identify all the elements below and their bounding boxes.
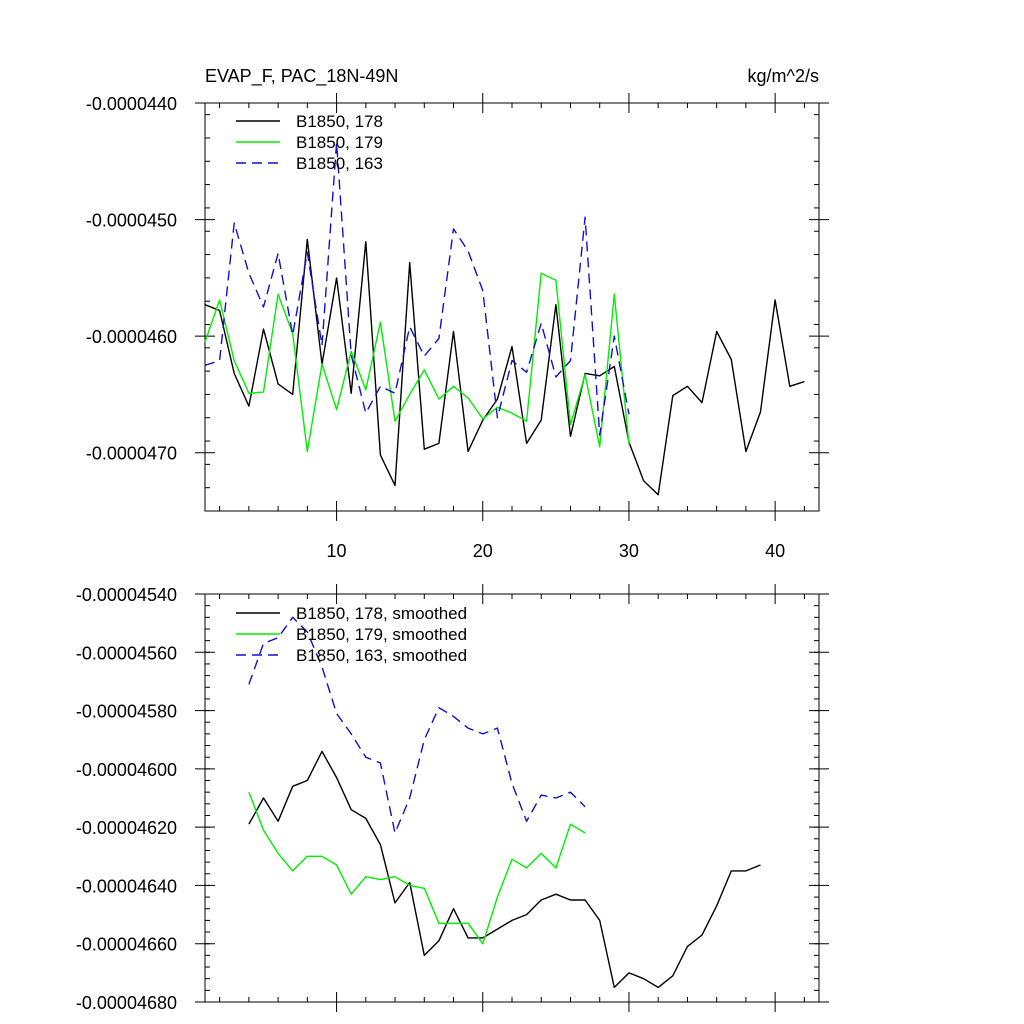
top-legend-label-163: B1850, 163 [296, 154, 383, 173]
top-series-line-179 [204, 272, 630, 453]
bottom-series-line-179 [248, 791, 586, 945]
bottom-y-tick-label: -0.00004660 [76, 935, 177, 955]
bottom-legend-label-178: B1850, 178, smoothed [296, 604, 467, 623]
top-legend: B1850, 178 B1850, 179 B1850, 163 [236, 112, 383, 173]
bottom-y-tick-label: -0.00004680 [76, 993, 177, 1013]
bottom-y-tick-label: -0.00004560 [76, 643, 177, 663]
top-y-tick-label: -0.0000440 [86, 94, 177, 114]
bottom-y-tick-label: -0.00004540 [76, 585, 177, 605]
top-series-line-178 [204, 238, 805, 496]
bottom-legend: B1850, 178, smoothed B1850, 179, smoothe… [236, 604, 467, 665]
bottom-y-tick-label: -0.00004620 [76, 818, 177, 838]
bottom-panel: -0.00004540 -0.00004560 -0.00004580 -0.0000… [76, 584, 829, 1013]
top-series-line-163 [204, 141, 630, 436]
bottom-y-axis: -0.00004540 -0.00004560 -0.00004580 -0.0000… [76, 585, 829, 1013]
bottom-series-line-163 [248, 616, 586, 834]
top-x-axis: 10 20 30 40 [219, 93, 805, 561]
bottom-series-line-178 [248, 750, 761, 989]
top-chart-title: EVAP_F, PAC_18N-49N [205, 66, 398, 87]
top-legend-label-179: B1850, 179 [296, 133, 383, 152]
top-x-tick-label: 30 [619, 541, 639, 561]
top-x-tick-label: 10 [327, 541, 347, 561]
top-panel: EVAP_F, PAC_18N-49N kg/m^2/s 10 20 30 40 -0… [86, 66, 829, 561]
bottom-y-tick-label: -0.00004580 [76, 702, 177, 722]
top-chart-units: kg/m^2/s [748, 66, 819, 86]
top-y-tick-label: -0.0000460 [86, 327, 177, 347]
bottom-y-tick-label: -0.00004640 [76, 876, 177, 896]
top-x-tick-label: 20 [473, 541, 493, 561]
top-y-tick-label: -0.0000450 [86, 211, 177, 231]
bottom-x-axis [219, 584, 805, 1012]
bottom-series-layer [248, 616, 761, 989]
bottom-legend-label-163: B1850, 163, smoothed [296, 646, 467, 665]
top-y-axis: -0.0000440 -0.0000450 -0.0000460 -0.0000470 [86, 94, 829, 512]
bottom-legend-label-179: B1850, 179, smoothed [296, 625, 467, 644]
top-y-tick-label: -0.0000470 [86, 444, 177, 464]
top-x-tick-label: 40 [765, 541, 785, 561]
top-legend-label-178: B1850, 178 [296, 112, 383, 131]
bottom-y-tick-label: -0.00004600 [76, 760, 177, 780]
top-series-layer [204, 141, 805, 496]
